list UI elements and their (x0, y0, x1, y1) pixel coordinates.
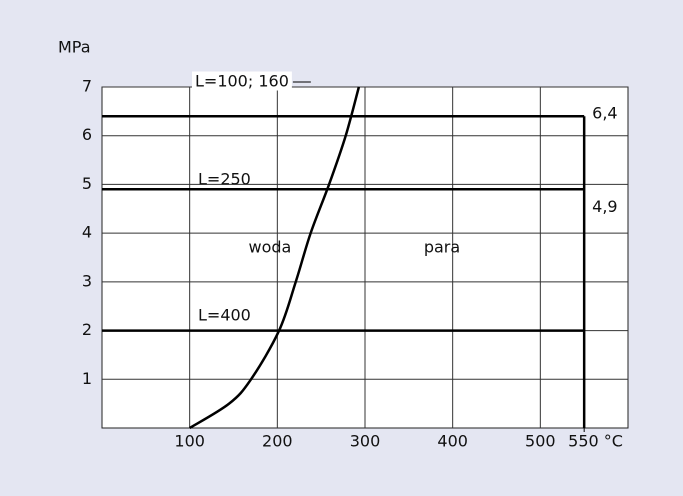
series-label: L=250 (198, 170, 251, 189)
y-tick-label: 4 (82, 223, 92, 242)
y-axis-label: MPa (58, 38, 91, 57)
series-label: L=400 (198, 306, 251, 325)
series-label: L=100; 160 (195, 72, 289, 91)
y-tick-label: 6 (82, 125, 92, 144)
x-tick-label: 300 (350, 432, 381, 451)
x-tick-label: 500 (525, 432, 556, 451)
value-label: 4,9 (592, 197, 617, 216)
y-tick-label: 3 (82, 271, 92, 290)
x-tick-label: 550 °C (568, 432, 623, 451)
y-tick-label: 5 (82, 174, 92, 193)
y-tick-label: 7 (82, 77, 92, 96)
x-tick-label: 100 (174, 432, 205, 451)
annotation: woda (249, 237, 292, 256)
value-label: 6,4 (592, 104, 617, 123)
y-tick-label: 2 (82, 320, 92, 339)
y-tick-label: 1 (82, 369, 92, 388)
x-tick-label: 200 (262, 432, 293, 451)
saturation-curve (189, 86, 361, 430)
label-backdrop (192, 71, 292, 91)
annotation: para (424, 237, 460, 256)
x-tick-label: 400 (437, 432, 468, 451)
